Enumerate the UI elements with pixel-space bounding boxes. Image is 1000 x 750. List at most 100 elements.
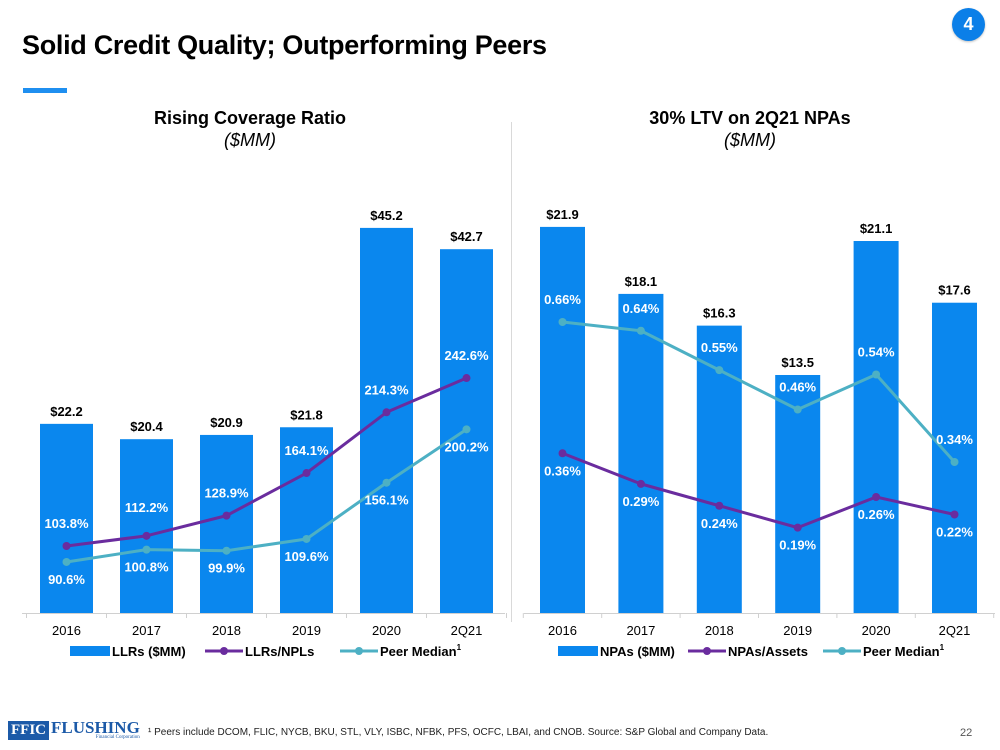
right-peer-median-label: 0.64%: [622, 301, 659, 316]
left-category-label: 2018: [212, 623, 241, 638]
left-category-label: 2020: [372, 623, 401, 638]
right-bar-label: $16.3: [703, 306, 736, 321]
left-llrs-npls-label: 242.6%: [444, 348, 489, 363]
right-peer-median-point: [636, 326, 645, 335]
left-peer-median-label: 109.6%: [284, 549, 329, 564]
right-bar-2016: [540, 226, 585, 613]
right-bar-2Q21: [932, 302, 977, 613]
right-legend-bar-swatch: [558, 646, 598, 656]
left-bar-label: $20.9: [210, 415, 243, 430]
left-llrs-npls-point: [222, 511, 231, 520]
left-peer-median-point: [382, 478, 391, 487]
left-legend-line1-marker: [220, 647, 228, 655]
left-legend-bar-label: LLRs ($MM): [112, 644, 186, 659]
right-npas-assets-point: [636, 479, 645, 488]
right-category-label: 2019: [783, 623, 812, 638]
right-category-label: 2Q21: [939, 623, 971, 638]
right-bar-2020: [853, 241, 899, 613]
left-llrs-npls-point: [382, 408, 391, 417]
left-peer-median-label: 100.8%: [124, 560, 169, 575]
left-bar-label: $42.7: [450, 229, 483, 244]
logo-main-text: FLUSHING: [51, 718, 140, 737]
left-peer-median-point: [222, 546, 231, 555]
left-llrs-npls-point: [302, 469, 311, 478]
right-peer-median-point: [558, 318, 567, 326]
right-peer-median-label: 0.55%: [701, 340, 738, 355]
right-npas-assets-line: [561, 451, 955, 530]
left-bar-label: $45.2: [370, 208, 403, 223]
left-peer-median-point: [462, 425, 471, 434]
right-peer-median-label: 0.66%: [544, 292, 581, 307]
right-peer-median-point: [793, 405, 802, 414]
left-legend-footnote-marker: 1: [457, 643, 462, 652]
right-npas-assets-point: [558, 449, 567, 458]
chart-divider: [511, 122, 512, 622]
logo-box: FFIC: [8, 720, 49, 740]
slide-title: Solid Credit Quality; Outperforming Peer…: [22, 30, 547, 60]
right-npas-assets-point: [872, 493, 881, 501]
left-peer-median-point: [302, 534, 311, 543]
right-legend-line2-label: Peer Median1: [863, 643, 945, 659]
right-category-label: 2020: [862, 623, 891, 638]
right-peer-median-point: [950, 458, 959, 466]
company-logo: FFIC FLUSHING Financial Corporation: [8, 718, 140, 740]
right-peer-median-point: [872, 370, 881, 379]
right-bar-2017: [618, 293, 664, 613]
right-legend-footnote-marker: 1: [940, 643, 945, 652]
right-peer-median-label: 0.34%: [936, 432, 973, 447]
left-llrs-npls-label: 103.8%: [44, 516, 89, 531]
left-legend-line2-label: Peer Median1: [380, 643, 462, 659]
left-peer-median-label: 99.9%: [208, 561, 245, 576]
right-npas-assets-point: [793, 523, 802, 532]
left-chart-title: Rising Coverage Ratio: [153, 108, 347, 128]
right-bar-label: $17.6: [938, 283, 971, 298]
right-bar-2019: [775, 374, 821, 613]
right-peer-median-label: 0.54%: [858, 345, 895, 360]
right-peer-median-line: [562, 320, 956, 464]
right-legend-line1-marker: [703, 647, 711, 655]
footnote: ¹ Peers include DCOM, FLIC, NYCB, BKU, S…: [148, 727, 769, 738]
right-bar-label: $13.5: [781, 355, 814, 370]
right-bar-label: $18.1: [625, 274, 658, 289]
right-chart-title: 30% LTV on 2Q21 NPAs: [649, 108, 851, 128]
left-bar-2016: [40, 423, 93, 613]
page-number: 22: [960, 727, 973, 739]
left-chart-subtitle: ($MM): [224, 130, 276, 150]
right-bar-label: $21.1: [860, 221, 893, 236]
left-peer-median-point: [142, 545, 151, 554]
title-accent-bar: [23, 88, 67, 93]
right-npas-assets-label: 0.22%: [936, 525, 973, 540]
right-npas-assets-label: 0.24%: [701, 516, 738, 531]
right-category-label: 2016: [548, 623, 577, 638]
left-peer-median-label: 90.6%: [48, 572, 85, 587]
right-npas-assets-label: 0.19%: [779, 538, 816, 553]
left-category-label: 2017: [132, 623, 161, 638]
left-llrs-npls-point: [62, 542, 71, 550]
right-legend-line1-label: NPAs/Assets: [728, 644, 808, 659]
right-npas-assets-label: 0.36%: [544, 463, 581, 478]
left-category-label: 2019: [292, 623, 321, 638]
left-llrs-npls-label: 164.1%: [284, 443, 329, 458]
right-bar-label: $21.9: [546, 207, 579, 222]
right-category-label: 2017: [626, 623, 655, 638]
right-npas-assets-point: [715, 501, 724, 510]
left-llrs-npls-label: 128.9%: [204, 486, 249, 501]
left-category-label: 2016: [52, 623, 81, 638]
right-peer-median-point: [715, 366, 724, 375]
right-chart-subtitle: ($MM): [724, 130, 776, 150]
left-bar-label: $21.8: [290, 407, 323, 422]
right-peer-median-label: 0.46%: [779, 380, 816, 395]
logo-sub-text: Financial Corporation: [95, 735, 140, 740]
right-legend-line2-marker: [838, 647, 846, 655]
left-legend-line2-marker: [355, 647, 363, 655]
left-llrs-npls-label: 112.2%: [125, 500, 169, 515]
left-category-label: 2Q21: [451, 623, 483, 638]
left-bar-label: $20.4: [130, 419, 163, 434]
section-badge: 4: [952, 8, 985, 41]
left-llrs-npls-point: [462, 374, 471, 383]
left-legend-bar-swatch: [70, 646, 110, 656]
left-llrs-npls-label: 214.3%: [364, 382, 409, 397]
left-bar-2018: [200, 434, 253, 613]
right-legend-bar-label: NPAs ($MM): [600, 644, 675, 659]
